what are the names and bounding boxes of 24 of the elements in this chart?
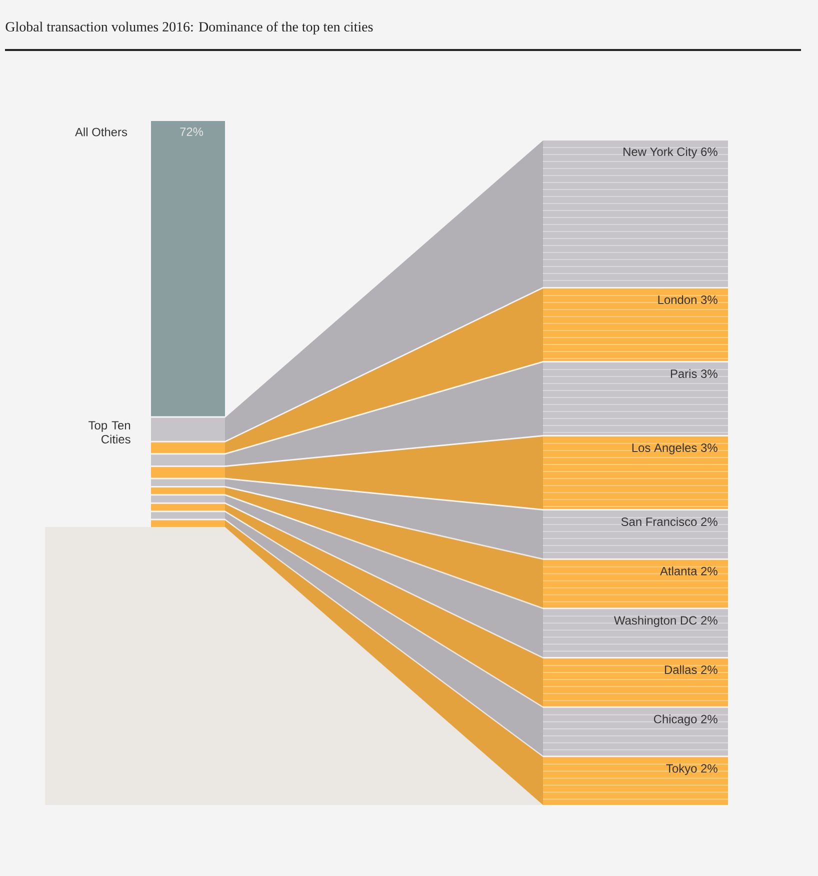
category-label: Chicago [654,714,697,726]
category-label: New York City [624,147,698,158]
category-label: Atlanta [660,566,698,576]
category-label: Washington DC [614,616,697,628]
data-label: 2% [701,566,718,576]
category-label: London [658,295,696,304]
category-label: All Others [75,128,128,136]
text: Top Ten Cities [88,421,130,444]
data-label: 2% [701,616,718,625]
category-label: Los Angeles [632,443,697,454]
data-label: 2% [701,764,718,773]
data-label: 2% [701,518,718,526]
data-label: 72% [180,128,204,136]
data-label: 3% [700,296,718,304]
data-label: 3% [700,444,718,452]
category-label: Tokyo [666,764,697,776]
data-label: 3% [700,370,718,378]
text: Global transaction volumes 2016: Dominance of the top ten cities [6,22,373,34]
category-label: San Francisco [621,517,697,526]
data-label: 2% [701,714,718,724]
data-label: 2% [701,666,718,674]
category-label: Paris [670,369,697,378]
data-label: 6% [701,148,718,156]
category-label: Dallas [664,665,697,674]
